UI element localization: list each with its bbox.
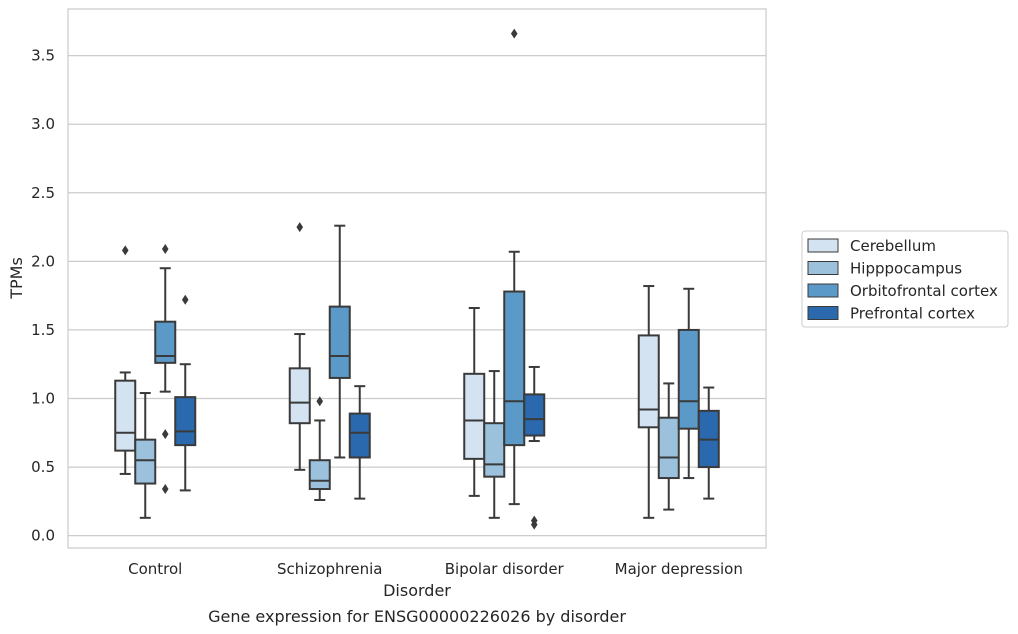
legend-swatch xyxy=(807,238,839,253)
y-tick-label: 2.0 xyxy=(31,252,55,270)
y-tick-label: 3.5 xyxy=(31,47,55,65)
outlier-point xyxy=(316,396,324,407)
legend: Cerebellum Hipppocampus Orbitofrontal cort… xyxy=(801,230,1009,328)
outlier-point xyxy=(121,245,129,256)
x-axis-ticks: Control Schizophrenia Bipolar disorder Majo… xyxy=(128,560,743,578)
outlier-point xyxy=(181,294,189,305)
box-hipppocampus xyxy=(483,370,506,519)
box-body xyxy=(114,379,137,452)
box-prefrontal-cortex xyxy=(348,385,371,500)
box-cerebellum xyxy=(114,245,137,475)
box-body xyxy=(328,305,351,379)
y-tick-label: 2.5 xyxy=(31,184,55,202)
box-cerebellum xyxy=(637,285,660,519)
outlier-point xyxy=(161,244,169,255)
box-body xyxy=(523,393,546,437)
box-prefrontal-cortex xyxy=(697,386,720,500)
legend-entry: Hipppocampus xyxy=(850,260,962,278)
outlier-point xyxy=(161,429,169,440)
box-hipppocampus xyxy=(308,396,331,501)
box-hipppocampus xyxy=(134,392,157,519)
box-cerebellum xyxy=(288,222,311,471)
y-axis-ticks: 0.0 0.5 1.0 1.5 2.0 2.5 3.0 3.5 xyxy=(31,47,55,545)
legend-swatch xyxy=(807,306,839,320)
x-tick-label: Schizophrenia xyxy=(277,560,382,578)
box-body xyxy=(637,334,660,429)
box-body xyxy=(348,412,371,459)
legend-entry: Cerebellum xyxy=(850,237,936,255)
box-body xyxy=(657,416,680,480)
box-body xyxy=(288,367,311,425)
outlier-point xyxy=(161,484,169,495)
box-body xyxy=(483,422,506,478)
box-hipppocampus xyxy=(657,382,680,511)
box-orbitofrontal-cortex xyxy=(503,28,526,506)
y-tick-label: 1.0 xyxy=(31,390,55,408)
outlier-point xyxy=(296,222,304,233)
outlier-point xyxy=(530,519,538,530)
chart-caption: Gene expression for ENSG00000226026 by d… xyxy=(208,607,626,626)
y-tick-label: 1.5 xyxy=(31,321,55,339)
x-tick-label: Bipolar disorder xyxy=(445,560,565,578)
box-body xyxy=(134,438,157,485)
legend-swatch xyxy=(807,283,839,298)
box-orbitofrontal-cortex xyxy=(154,244,177,495)
box-orbitofrontal-cortex xyxy=(677,287,700,480)
box-body xyxy=(677,328,700,430)
box-body xyxy=(174,396,197,447)
box-cerebellum xyxy=(463,306,486,497)
outlier-point xyxy=(510,28,518,39)
x-tick-label: Control xyxy=(128,560,182,578)
box-body xyxy=(463,372,486,460)
box-body xyxy=(503,290,526,447)
box-body xyxy=(154,320,177,364)
y-tick-label: 0.0 xyxy=(31,527,55,545)
boxes xyxy=(114,28,720,530)
legend-entry: Prefrontal cortex xyxy=(850,305,975,323)
x-tick-label: Major depression xyxy=(615,560,743,578)
x-axis-label: Disorder xyxy=(383,581,451,600)
y-axis-label: TPMs xyxy=(7,257,26,300)
box-orbitofrontal-cortex xyxy=(328,224,351,459)
legend-frame xyxy=(801,230,1009,328)
legend-entry: Orbitofrontal cortex xyxy=(850,282,998,300)
y-tick-label: 3.0 xyxy=(31,115,55,133)
y-tick-label: 0.5 xyxy=(31,458,55,476)
box-body xyxy=(308,459,331,491)
box-prefrontal-cortex xyxy=(523,365,546,530)
box-prefrontal-cortex xyxy=(174,294,197,492)
plot-area xyxy=(67,8,767,549)
legend-swatch xyxy=(807,261,839,275)
